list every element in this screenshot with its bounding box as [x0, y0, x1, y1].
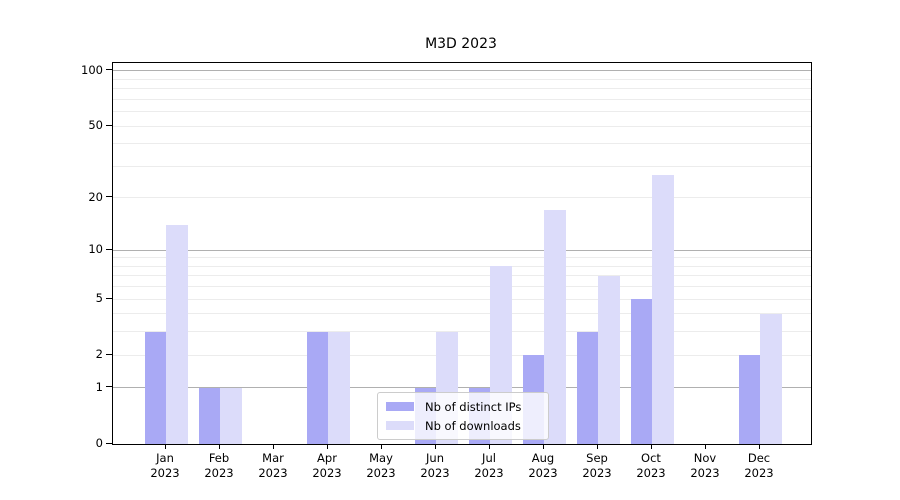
y-minor-gridline: [113, 354, 811, 356]
y-axis-tick-label: 0: [95, 436, 103, 450]
y-axis-tick: [106, 442, 112, 444]
bar-distinct-ips-sep: [576, 331, 598, 444]
x-axis-tick-label: Mar 2023: [258, 451, 288, 480]
y-axis-tick: [106, 248, 112, 250]
y-minor-gridline: [113, 298, 811, 300]
y-minor-gridline: [113, 257, 811, 259]
x-axis-tick-label: Sep 2023: [582, 451, 612, 480]
y-axis-tick: [106, 69, 112, 71]
x-axis-tick-label: Feb 2023: [204, 451, 234, 480]
y-minor-gridline: [113, 197, 811, 199]
y-axis-tick: [106, 353, 112, 355]
y-axis-tick-label: 5: [95, 291, 103, 306]
y-minor-gridline: [113, 275, 811, 277]
legend-item-downloads: Nb of downloads: [386, 416, 540, 435]
x-axis-tick: [489, 444, 490, 449]
y-minor-gridline: [113, 125, 811, 127]
x-axis-tick-label: Aug 2023: [528, 451, 558, 480]
y-axis-tick: [106, 124, 112, 126]
x-axis-tick: [597, 444, 598, 449]
x-axis-tick: [543, 444, 544, 449]
y-minor-gridline: [113, 88, 811, 90]
legend-swatch-downloads: [386, 421, 414, 430]
chart-title: M3D 2023: [425, 36, 497, 52]
x-axis-tick-label: Jun 2023: [420, 451, 450, 480]
y-minor-gridline: [113, 143, 811, 145]
bar-distinct-ips-feb: [198, 387, 220, 444]
y-axis-tick: [106, 386, 112, 388]
y-axis-tick: [106, 297, 112, 299]
y-major-gridline: [113, 387, 811, 389]
x-axis-tick: [435, 444, 436, 449]
y-axis-tick-label: 10: [88, 242, 103, 257]
y-minor-gridline: [113, 98, 811, 100]
x-axis-tick: [327, 444, 328, 449]
legend-label-downloads: Nb of downloads: [425, 418, 521, 433]
y-minor-gridline: [113, 78, 811, 80]
bar-downloads-feb: [220, 387, 242, 444]
x-axis-tick-label: Oct 2023: [636, 451, 666, 480]
bar-downloads-dec: [760, 313, 782, 444]
bar-distinct-ips-dec: [738, 355, 760, 444]
x-axis-tick-label: May 2023: [366, 451, 396, 480]
x-axis-tick-label: Nov 2023: [690, 451, 720, 480]
x-axis-tick: [651, 444, 652, 449]
x-axis-tick-label: Jan 2023: [150, 451, 180, 480]
y-major-gridline: [113, 249, 811, 251]
bar-distinct-ips-apr: [306, 331, 328, 444]
y-minor-gridline: [113, 111, 811, 113]
bar-downloads-oct: [652, 174, 674, 444]
y-axis-tick-label: 2: [95, 347, 103, 362]
legend-label-distinct-ips: Nb of distinct IPs: [425, 399, 522, 414]
x-axis-tick: [705, 444, 706, 449]
bar-downloads-apr: [328, 331, 350, 444]
plot-area: [112, 62, 812, 445]
x-axis-tick: [165, 444, 166, 449]
x-axis-tick: [219, 444, 220, 449]
x-axis-tick-label: Jul 2023: [474, 451, 504, 480]
bar-downloads-sep: [598, 275, 620, 444]
bar-distinct-ips-oct: [630, 299, 652, 444]
legend-swatch-distinct-ips: [386, 402, 414, 411]
legend-item-distinct-ips: Nb of distinct IPs: [386, 397, 540, 416]
y-axis-tick: [106, 196, 112, 198]
x-axis-tick: [759, 444, 760, 449]
x-axis-tick: [381, 444, 382, 449]
x-axis-tick-label: Apr 2023: [312, 451, 342, 480]
bar-downloads-jan: [166, 225, 188, 444]
y-axis-tick-label: 20: [88, 189, 103, 204]
y-minor-gridline: [113, 286, 811, 288]
y-axis-tick-label: 100: [81, 62, 103, 77]
x-axis-tick-label: Dec 2023: [744, 451, 774, 480]
y-minor-gridline: [113, 265, 811, 267]
y-axis-tick-label: 50: [88, 118, 103, 133]
x-axis-tick: [273, 444, 274, 449]
legend: Nb of distinct IPs Nb of downloads: [377, 392, 549, 440]
y-minor-gridline: [113, 313, 811, 315]
bar-downloads-aug: [544, 210, 566, 444]
y-axis-tick-label: 1: [95, 379, 103, 394]
y-major-gridline: [113, 70, 811, 72]
y-minor-gridline: [113, 165, 811, 167]
y-minor-gridline: [113, 331, 811, 333]
bar-distinct-ips-jan: [144, 331, 166, 444]
